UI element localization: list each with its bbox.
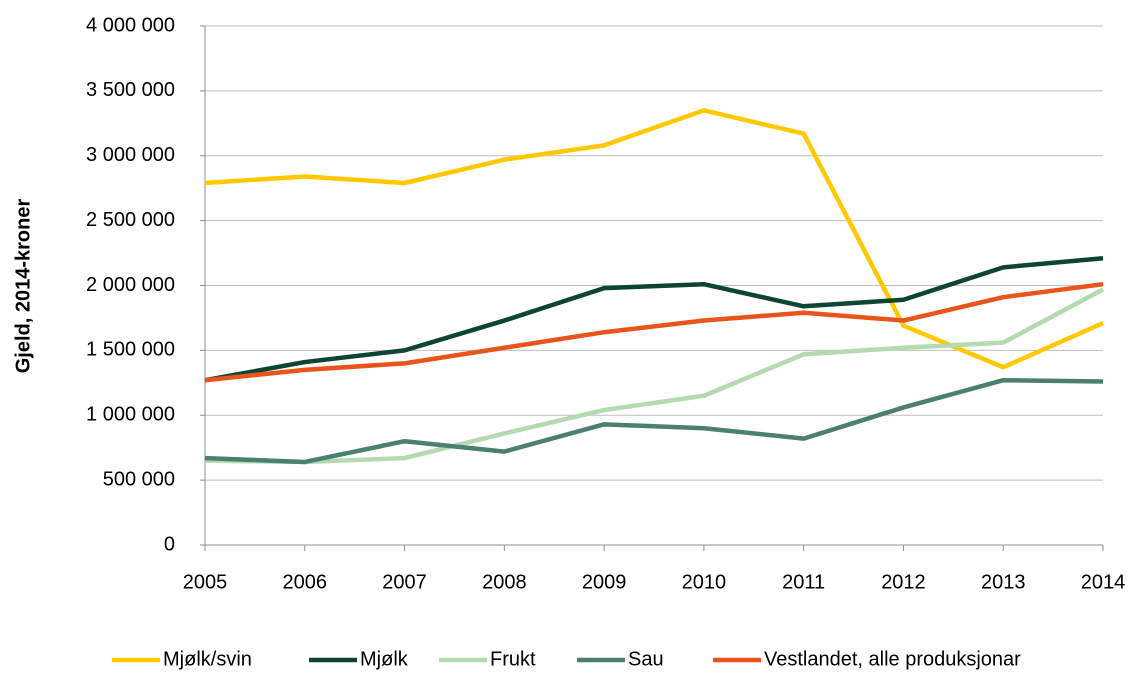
x-tick-label: 2014 xyxy=(1081,571,1126,593)
legend-label: Frukt xyxy=(490,648,536,670)
x-tick-label: 2005 xyxy=(183,571,228,593)
series-line xyxy=(204,287,1105,465)
series-line xyxy=(204,256,1104,383)
y-tick-label: 1 000 000 xyxy=(86,404,175,426)
y-tick-label: 1 500 000 xyxy=(86,339,175,361)
series-line xyxy=(204,108,1104,370)
series-line xyxy=(204,281,1104,383)
legend-label: Vestlandet, alle produksjonar xyxy=(764,648,1021,670)
series-line xyxy=(204,377,1104,465)
x-tick-label: 2007 xyxy=(382,571,427,593)
y-tick-label: 4 000 000 xyxy=(86,14,175,36)
x-tick-label: 2010 xyxy=(682,571,727,593)
x-tick-label: 2011 xyxy=(782,571,825,593)
legend-label: Mjølk/svin xyxy=(163,648,252,670)
y-tick-label: 2 500 000 xyxy=(86,209,175,231)
x-tick-label: 2012 xyxy=(881,571,926,593)
legend-label: Mjølk xyxy=(360,648,409,670)
x-tick-label: 2006 xyxy=(283,571,328,593)
x-tick-label: 2008 xyxy=(482,571,527,593)
x-tick-label: 2013 xyxy=(981,571,1026,593)
y-tick-label: 0 xyxy=(164,533,175,555)
y-tick-label: 500 000 xyxy=(103,468,175,490)
y-tick-label: 3 000 000 xyxy=(86,144,175,166)
x-tick-label: 2009 xyxy=(582,571,627,593)
y-tick-label: 2 000 000 xyxy=(86,274,175,296)
y-axis-label: Gjeld, 2014-kroner xyxy=(12,199,34,374)
legend-label: Sau xyxy=(628,648,664,670)
y-tick-label: 3 500 000 xyxy=(86,79,175,101)
